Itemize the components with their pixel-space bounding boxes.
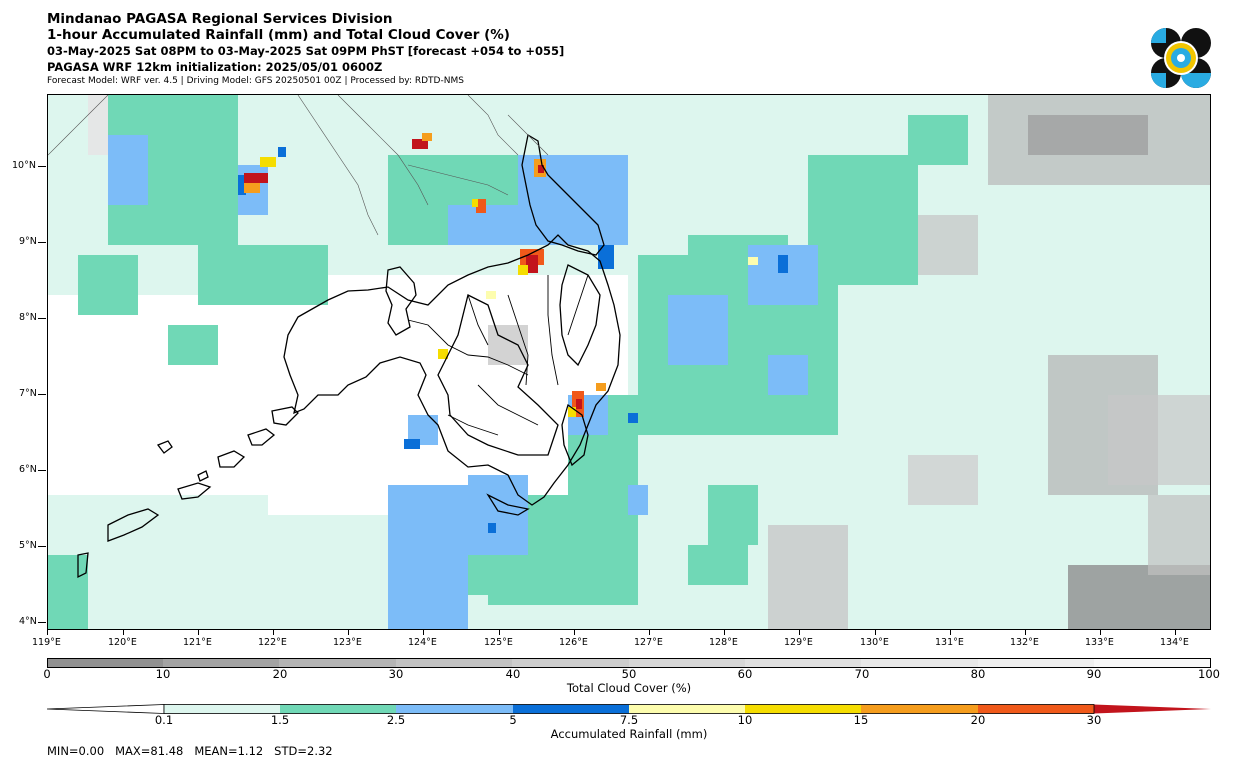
model-info: Forecast Model: WRF ver. 4.5 | Driving M… xyxy=(47,76,464,86)
lon-tick xyxy=(123,630,124,635)
lon-tick xyxy=(273,630,274,635)
cloud-tick-label: 10 xyxy=(155,667,171,681)
lon-label: 122°E xyxy=(258,637,287,648)
rain-tick-label: 7.5 xyxy=(619,713,639,727)
lat-tick xyxy=(38,622,46,623)
rain-blue-patches xyxy=(108,135,818,629)
visayas-outlines xyxy=(48,95,549,236)
lat-label: 4°N xyxy=(19,616,37,627)
rainfall-label: Accumulated Rainfall (mm) xyxy=(550,727,708,741)
cloud-tick-label: 40 xyxy=(505,667,521,681)
cloud-tick-label: 80 xyxy=(970,667,986,681)
cloud-tick-label: 50 xyxy=(621,667,637,681)
lon-label: 120°E xyxy=(108,637,137,648)
statistics-line: MIN=0.00 MAX=81.48 MEAN=1.12 STD=2.32 xyxy=(47,744,333,758)
lon-label: 130°E xyxy=(860,637,889,648)
map-panel xyxy=(47,94,1211,630)
lon-tick xyxy=(198,630,199,635)
rain-tick-label: 1.5 xyxy=(270,713,290,727)
lon-tick xyxy=(799,630,800,635)
coastlines xyxy=(77,133,621,579)
rain-tick-label: 5 xyxy=(509,713,517,727)
map-canvas xyxy=(48,95,1210,629)
title-line-1: Mindanao PAGASA Regional Services Divisi… xyxy=(47,11,393,27)
cloud-tick-label: 90 xyxy=(1086,667,1102,681)
cloud-tick-label: 0 xyxy=(43,667,51,681)
rain-tick-label: 20 xyxy=(970,713,986,727)
rain-tick-label: 10 xyxy=(737,713,753,727)
lon-label: 126°E xyxy=(559,637,588,648)
pagasa-seal-icon xyxy=(1151,28,1211,88)
cloud-tick-label: 60 xyxy=(737,667,753,681)
lon-label: 132°E xyxy=(1010,637,1039,648)
title-line-2: 1-hour Accumulated Rainfall (mm) and Tot… xyxy=(47,27,510,43)
lon-tick xyxy=(423,630,424,635)
lon-label: 133°E xyxy=(1085,637,1114,648)
lat-label: 8°N xyxy=(19,312,37,323)
lon-tick xyxy=(499,630,500,635)
forecast-period: 03-May-2025 Sat 08PM to 03-May-2025 Sat … xyxy=(47,44,565,58)
lon-tick xyxy=(1100,630,1101,635)
lat-label: 7°N xyxy=(19,388,37,399)
lon-label: 131°E xyxy=(935,637,964,648)
lat-tick xyxy=(38,470,46,471)
lon-label: 128°E xyxy=(709,637,738,648)
lon-tick xyxy=(348,630,349,635)
lon-tick xyxy=(649,630,650,635)
lat-tick xyxy=(38,394,46,395)
cloud-tick-label: 100 xyxy=(1198,667,1220,681)
lon-label: 127°E xyxy=(634,637,663,648)
lon-label: 124°E xyxy=(408,637,437,648)
cloud-tick-label: 20 xyxy=(272,667,288,681)
cloud-cover-colorbar xyxy=(47,658,1211,668)
lon-tick xyxy=(574,630,575,635)
lon-label: 134°E xyxy=(1160,637,1189,648)
cloud-tick-label: 70 xyxy=(854,667,870,681)
lat-label: 5°N xyxy=(19,540,37,551)
lon-label: 121°E xyxy=(183,637,212,648)
title-block: Mindanao PAGASA Regional Services Divisi… xyxy=(47,11,564,87)
lon-tick xyxy=(47,630,48,635)
lon-label: 129°E xyxy=(784,637,813,648)
lon-tick xyxy=(875,630,876,635)
lat-label: 9°N xyxy=(19,236,37,247)
lat-tick xyxy=(38,318,46,319)
initialization-line: PAGASA WRF 12km initialization: 2025/05/… xyxy=(47,60,383,74)
cloud-patches xyxy=(88,95,1210,629)
lon-tick xyxy=(1025,630,1026,635)
lon-tick xyxy=(724,630,725,635)
lon-label: 123°E xyxy=(333,637,362,648)
rain-heavy-cells xyxy=(244,133,758,417)
cloud-tick-label: 30 xyxy=(388,667,404,681)
rain-tick-label: 2.5 xyxy=(386,713,406,727)
lat-tick xyxy=(38,166,46,167)
lon-label: 119°E xyxy=(32,637,61,648)
rain-tick-label: 0.1 xyxy=(154,713,174,727)
rain-tick-label: 30 xyxy=(1086,713,1102,727)
lon-tick xyxy=(950,630,951,635)
lat-label: 6°N xyxy=(19,464,37,475)
lat-tick xyxy=(38,546,46,547)
lon-tick xyxy=(1175,630,1176,635)
province-boundaries xyxy=(407,274,589,436)
lat-tick xyxy=(38,242,46,243)
rainfall-colorbar xyxy=(47,704,1211,714)
lat-label: 10°N xyxy=(12,160,36,171)
cloud-cover-label: Total Cloud Cover (%) xyxy=(566,681,692,695)
lon-label: 125°E xyxy=(484,637,513,648)
rain-darkblue-cells xyxy=(238,147,788,533)
rain-tick-label: 15 xyxy=(853,713,869,727)
